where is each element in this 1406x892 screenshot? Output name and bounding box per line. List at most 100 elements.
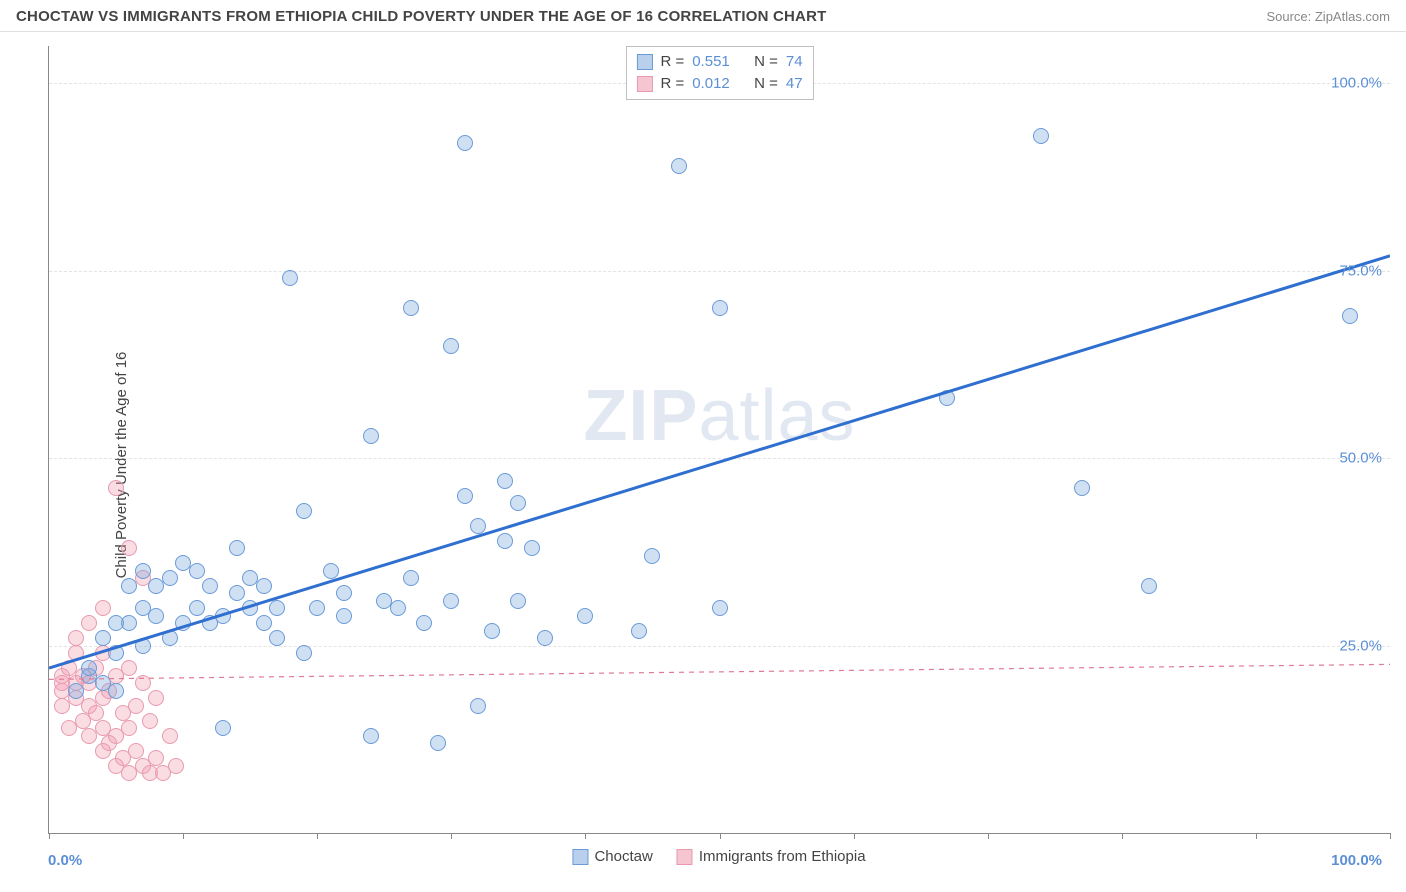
data-point (537, 630, 553, 646)
watermark: ZIPatlas (583, 375, 855, 457)
data-point (215, 608, 231, 624)
data-point (108, 645, 124, 661)
n-label: N = (754, 73, 778, 95)
data-point (577, 608, 593, 624)
gridline (49, 271, 1390, 272)
data-point (68, 630, 84, 646)
data-point (269, 630, 285, 646)
source-prefix: Source: (1266, 9, 1314, 24)
data-point (470, 518, 486, 534)
data-point (135, 675, 151, 691)
legend-label-a: Choctaw (594, 848, 652, 865)
data-point (390, 600, 406, 616)
legend-label-b: Immigrants from Ethiopia (699, 848, 866, 865)
stats-legend: R = 0.551 N = 74 R = 0.012 N = 47 (625, 46, 813, 100)
r-label: R = (660, 73, 684, 95)
data-point (644, 548, 660, 564)
header-bar: CHOCTAW VS IMMIGRANTS FROM ETHIOPIA CHIL… (0, 0, 1406, 32)
data-point (81, 660, 97, 676)
data-point (256, 578, 272, 594)
data-point (457, 135, 473, 151)
data-point (939, 390, 955, 406)
data-point (497, 533, 513, 549)
data-point (175, 615, 191, 631)
data-point (712, 300, 728, 316)
data-point (88, 705, 104, 721)
data-point (470, 698, 486, 714)
swatch-b-icon (677, 849, 693, 865)
legend-item-a: Choctaw (572, 848, 652, 865)
n-value-a: 74 (786, 51, 803, 73)
y-tick-label: 50.0% (1339, 450, 1382, 467)
data-point (309, 600, 325, 616)
data-point (484, 623, 500, 639)
data-point (121, 660, 137, 676)
y-tick-label: 100.0% (1331, 75, 1382, 92)
y-tick-label: 75.0% (1339, 262, 1382, 279)
data-point (68, 683, 84, 699)
data-point (1141, 578, 1157, 594)
x-axis-row: 0.0% Choctaw Immigrants from Ethiopia 10… (48, 838, 1390, 886)
data-point (631, 623, 647, 639)
data-point (189, 563, 205, 579)
data-point (296, 503, 312, 519)
data-point (1074, 480, 1090, 496)
data-point (1033, 128, 1049, 144)
source-link[interactable]: ZipAtlas.com (1315, 9, 1390, 24)
stats-row-b: R = 0.012 N = 47 (636, 73, 802, 95)
data-point (215, 720, 231, 736)
source-attribution: Source: ZipAtlas.com (1266, 9, 1390, 24)
data-point (416, 615, 432, 631)
chart-container: Child Poverty Under the Age of 16 ZIPatl… (0, 38, 1406, 892)
trend-line (49, 664, 1390, 679)
data-point (323, 563, 339, 579)
n-value-b: 47 (786, 73, 803, 95)
r-label: R = (660, 51, 684, 73)
data-point (148, 750, 164, 766)
data-point (1342, 308, 1358, 324)
series-legend: Choctaw Immigrants from Ethiopia (572, 848, 865, 865)
data-point (457, 488, 473, 504)
data-point (443, 593, 459, 609)
data-point (510, 495, 526, 511)
swatch-a-icon (636, 54, 652, 70)
data-point (121, 578, 137, 594)
data-point (162, 728, 178, 744)
data-point (296, 645, 312, 661)
data-point (162, 630, 178, 646)
legend-item-b: Immigrants from Ethiopia (677, 848, 866, 865)
data-point (229, 540, 245, 556)
data-point (363, 728, 379, 744)
data-point (148, 690, 164, 706)
data-point (497, 473, 513, 489)
data-point (121, 540, 137, 556)
data-point (256, 615, 272, 631)
data-point (671, 158, 687, 174)
x-tick-mark (1390, 833, 1391, 839)
data-point (121, 720, 137, 736)
data-point (95, 630, 111, 646)
data-point (148, 608, 164, 624)
r-value-a: 0.551 (692, 51, 730, 73)
data-point (108, 683, 124, 699)
data-point (336, 585, 352, 601)
data-point (121, 615, 137, 631)
data-point (189, 600, 205, 616)
plot-area: ZIPatlas R = 0.551 N = 74 R = 0.012 N = … (48, 46, 1390, 834)
data-point (142, 713, 158, 729)
data-point (712, 600, 728, 616)
data-point (430, 735, 446, 751)
data-point (128, 698, 144, 714)
x-tick-max: 100.0% (1331, 852, 1382, 869)
data-point (403, 570, 419, 586)
data-point (95, 600, 111, 616)
data-point (242, 600, 258, 616)
watermark-rest: atlas (698, 376, 855, 456)
gridline (49, 646, 1390, 647)
chart-title: CHOCTAW VS IMMIGRANTS FROM ETHIOPIA CHIL… (16, 8, 826, 25)
data-point (269, 600, 285, 616)
data-point (524, 540, 540, 556)
gridline (49, 458, 1390, 459)
watermark-bold: ZIP (583, 376, 698, 456)
data-point (81, 615, 97, 631)
